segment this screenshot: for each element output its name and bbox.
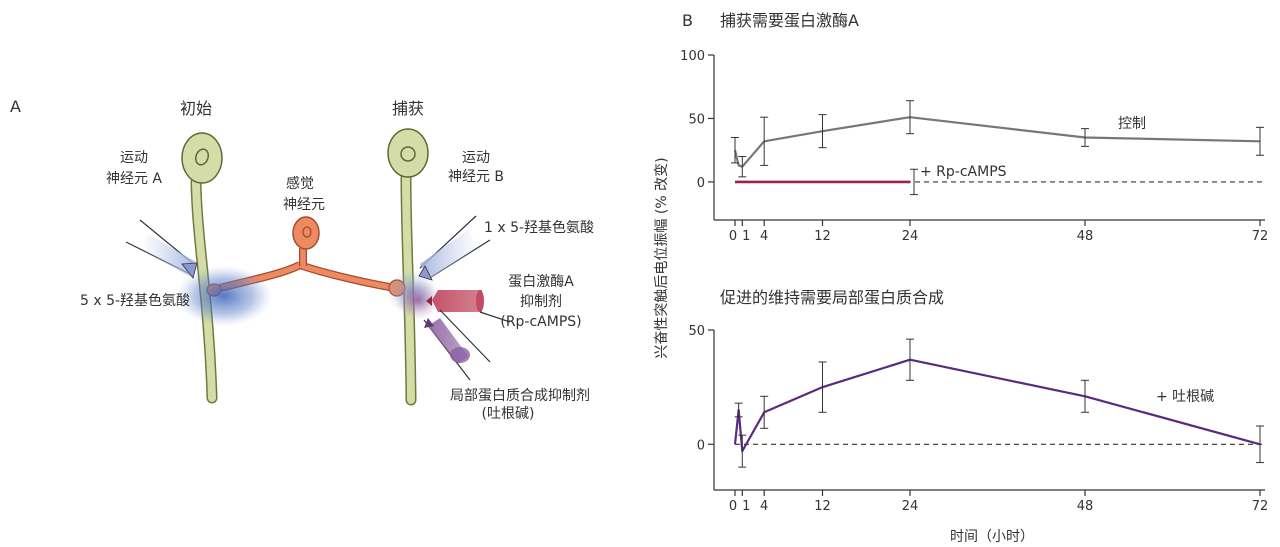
panel-a-letter: A xyxy=(10,97,21,116)
sensory-label-2: 神经元 xyxy=(283,197,325,213)
x-tick-label: 72 xyxy=(1252,229,1269,244)
sensory-label-1: 感觉 xyxy=(286,175,314,192)
serotonin-1x-label: 1 x 5-羟基色氨酸 xyxy=(484,219,594,236)
x-tick-label: 72 xyxy=(1252,499,1269,514)
x-tick-label: 12 xyxy=(814,499,831,514)
serotonin-5x-label: 5 x 5-羟基色氨酸 xyxy=(80,292,190,309)
pka-inhibitor-label-3: (Rp-cAMPS) xyxy=(500,314,581,330)
inhibitor-cloud xyxy=(396,280,440,320)
motor-a-label-2: 神经元 A xyxy=(106,171,162,187)
series-label-emetine: + 吐根碱 xyxy=(1156,389,1214,405)
series-line xyxy=(733,116,1261,168)
x-tick-label: 48 xyxy=(1077,229,1094,244)
y-tick-label: 0 xyxy=(697,176,705,191)
pipette-5x-serotonin xyxy=(125,219,198,279)
y-tick-label: 0 xyxy=(697,438,705,453)
x-axis-label: 时间（小时） xyxy=(950,529,1034,545)
x-tick-label: 24 xyxy=(902,499,919,514)
x-tick-label: 4 xyxy=(760,499,768,514)
chart-bottom-title: 促进的维持需要局部蛋白质合成 xyxy=(720,288,944,307)
y-tick-label: 50 xyxy=(688,112,705,127)
pka-inhibitor-label-1: 蛋白激酶A xyxy=(508,273,574,290)
motor-a-label-1: 运动 xyxy=(120,150,148,166)
y-tick-label: 50 xyxy=(688,324,705,339)
chart-top-title: 捕获需要蛋白激酶A xyxy=(720,11,859,30)
motor-b-label-1: 运动 xyxy=(462,150,490,166)
series-label-rp-campps: + Rp-cAMPS xyxy=(920,164,1007,180)
x-tick-label: 1 xyxy=(742,499,750,514)
series-line xyxy=(733,358,1261,453)
panel-a: A 初始 捕获 xyxy=(10,97,594,422)
x-tick-label: 24 xyxy=(902,229,919,244)
motor-b-label-2: 神经元 B xyxy=(448,169,504,185)
panel-b: B 捕获需要蛋白激酶A 促进的维持需要局部蛋白质合成 兴奋性突触后电位振幅 (%… xyxy=(654,11,1268,545)
initial-title: 初始 xyxy=(180,99,212,118)
pipette-synthesis-inhibitor xyxy=(423,309,491,381)
x-tick-label: 12 xyxy=(814,229,831,244)
capture-title: 捕获 xyxy=(392,99,424,118)
y-tick-label: 100 xyxy=(680,49,705,64)
serotonin-cloud-5x xyxy=(176,266,272,326)
pipette-pka-inhibitor xyxy=(426,290,484,312)
pka-inhibitor-label-2: 抑制剂 xyxy=(520,294,562,310)
x-tick-label: 0 xyxy=(729,229,737,244)
x-tick-label: 1 xyxy=(742,229,750,244)
synthesis-inhibitor-label-1: 局部蛋白质合成抑制剂 xyxy=(450,388,590,404)
pka-inhibitor-leader xyxy=(479,311,511,323)
x-tick-label: 0 xyxy=(729,499,737,514)
pipette-1x-serotonin xyxy=(418,215,491,281)
panel-b-letter: B xyxy=(682,11,693,30)
series-label-control: 控制 xyxy=(1118,116,1146,132)
x-tick-label: 4 xyxy=(760,229,768,244)
x-tick-label: 48 xyxy=(1077,499,1094,514)
y-axis-label: 兴奋性突触后电位振幅 (% 改变) xyxy=(654,157,670,358)
synthesis-inhibitor-label-2: (吐根碱) xyxy=(482,406,535,422)
